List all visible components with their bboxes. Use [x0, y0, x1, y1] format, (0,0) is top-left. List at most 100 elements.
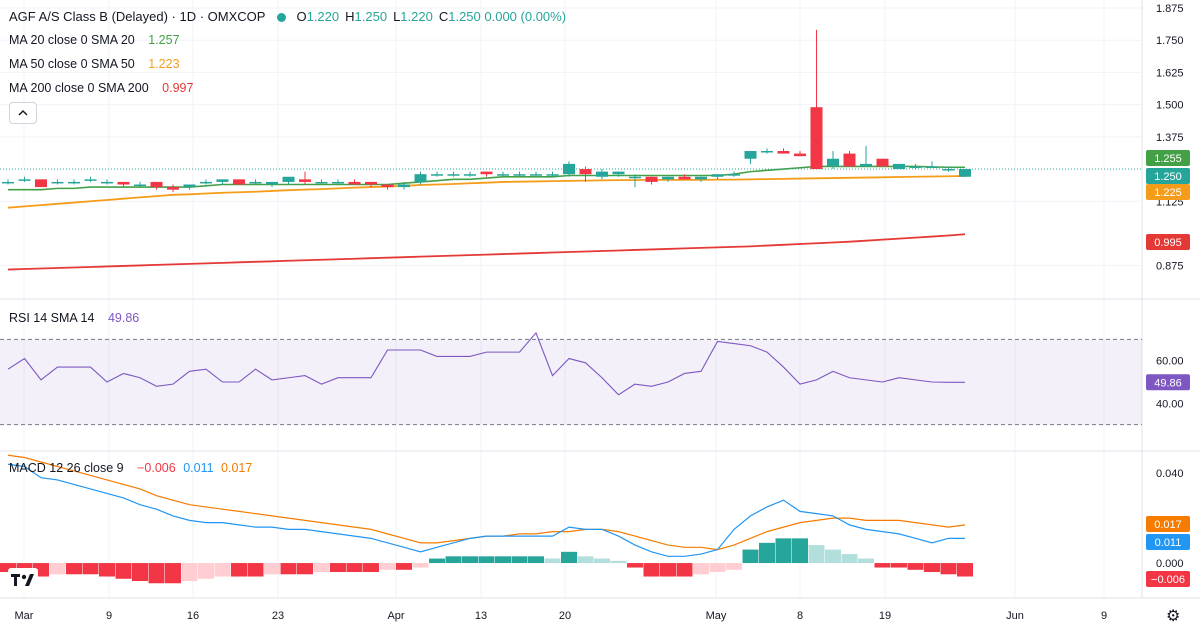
macd-hist-bar [577, 556, 594, 564]
candle-body [909, 166, 922, 168]
candle-body [348, 181, 361, 185]
macd-tag-bg [1146, 516, 1190, 532]
macd-hist-bar [676, 563, 693, 577]
low-label: L [393, 9, 401, 24]
symbol-header: AGF A/S Class B (Delayed) · 1D · OMXCOP O… [9, 9, 572, 24]
candle-body [447, 174, 460, 176]
candle-body [629, 176, 641, 179]
macd-hist-bar [693, 563, 709, 575]
time-tick-label: 9 [106, 610, 112, 622]
settings-gear-icon[interactable]: ⚙ [1166, 608, 1181, 625]
macd-hist-bar [660, 563, 676, 577]
candle-body [777, 151, 790, 154]
candle-body [84, 179, 97, 181]
candle-body [398, 184, 410, 188]
time-tick-label: Jun [1006, 610, 1024, 622]
candle-body [167, 187, 179, 190]
time-tick-label: 19 [879, 610, 891, 622]
candle-body [794, 153, 806, 157]
macd-hist-bar [561, 551, 577, 564]
candle-body [101, 181, 113, 184]
macd-legend[interactable]: MACD 12 26 close 9 −0.006 0.011 0.017 [9, 461, 256, 475]
ma20-label: MA 20 close 0 SMA 20 [9, 33, 135, 47]
macd-hist-bar [429, 558, 445, 564]
macd-hist-bar [148, 563, 165, 584]
time-tick-label: 20 [559, 610, 571, 622]
time-tick-label: Apr [387, 610, 404, 622]
candle-body [414, 174, 427, 182]
ma20-legend[interactable]: MA 20 close 0 SMA 20 1.257 [9, 33, 184, 47]
price-tag-bg [1146, 168, 1190, 184]
price-tick-label: 1.500 [1156, 100, 1184, 112]
rsi-band-fill [0, 339, 1142, 425]
price-tick-label: 1.375 [1156, 132, 1184, 144]
macd-hist-bar [759, 542, 775, 564]
price-tick-label: 1.750 [1156, 35, 1184, 47]
macd-line [7, 463, 965, 557]
price-tick-label: 0.875 [1156, 261, 1184, 273]
candle-body [480, 171, 493, 175]
candle-body [728, 174, 740, 176]
macd-hist-bar [610, 560, 627, 564]
candle-body [827, 158, 839, 167]
macd-hist-bar [907, 563, 924, 570]
candles [2, 29, 971, 193]
macd-hist-bar [627, 563, 643, 568]
high-label: H [345, 9, 355, 24]
candle-body [843, 153, 856, 167]
ma50-value: 1.223 [148, 57, 180, 71]
rsi-line [7, 331, 965, 396]
macd-tick-label: 0.000 [1156, 558, 1184, 570]
macd-tag: 0.011 [1155, 537, 1182, 549]
candle-body [332, 181, 344, 184]
tradingview-logo-icon [11, 574, 34, 586]
macd-hist-bar [379, 563, 396, 570]
macd-hist-bar [181, 563, 198, 582]
ma200-legend[interactable]: MA 200 close 0 SMA 200 0.997 [9, 81, 197, 95]
macd-hist-bar [858, 558, 874, 564]
candle-body [926, 166, 938, 168]
macd-hist-bar [462, 556, 478, 564]
macd-hist-bar [66, 563, 82, 575]
macd-hist-bar [924, 563, 940, 573]
ma50-legend[interactable]: MA 50 close 0 SMA 50 1.223 [9, 57, 184, 71]
rsi-legend[interactable]: RSI 14 SMA 14 49.86 [9, 311, 143, 325]
macd-hist-bar [808, 545, 825, 564]
candle-body [810, 107, 823, 170]
candle-body [893, 163, 905, 170]
ma50-label: MA 50 close 0 SMA 50 [9, 57, 135, 71]
macd-hist-bar [247, 563, 264, 577]
macd-hist-bar [280, 563, 297, 575]
macd-hist-bar [775, 538, 792, 564]
macd-tag-bg [1146, 534, 1190, 550]
candle-body [711, 174, 724, 177]
macd-hist-bar [957, 563, 973, 577]
macd-hist-bar [49, 563, 66, 575]
price-tag: 0.995 [1154, 237, 1182, 249]
candle-body [2, 181, 14, 184]
candle-body [249, 181, 262, 184]
macd-hist-bar [115, 563, 132, 579]
candle-body [497, 174, 509, 176]
ma200-line [7, 233, 966, 271]
time-tick-label: 13 [475, 610, 487, 622]
price-tag: 1.250 [1154, 171, 1182, 183]
macd-hist-bar [792, 538, 808, 564]
collapse-legend-button[interactable] [9, 102, 37, 124]
price-tag: 1.255 [1154, 153, 1182, 165]
macd-hist-bar [198, 563, 214, 579]
ma200-label: MA 200 close 0 SMA 200 [9, 81, 149, 95]
rsi-tag-bg [1146, 374, 1190, 391]
macd-hist-bar [363, 563, 379, 573]
market-status-icon [277, 13, 287, 23]
price-tick-label: 1.875 [1156, 3, 1184, 15]
tradingview-logo[interactable] [8, 568, 38, 592]
candle-body [761, 151, 773, 153]
macd-hist-bar [511, 556, 528, 564]
macd-hist-bar [396, 563, 412, 570]
time-tick-label: 8 [797, 610, 803, 622]
macd-hist-bar [297, 563, 313, 575]
candle-body [365, 181, 377, 185]
macd-hist-bar [313, 563, 330, 573]
